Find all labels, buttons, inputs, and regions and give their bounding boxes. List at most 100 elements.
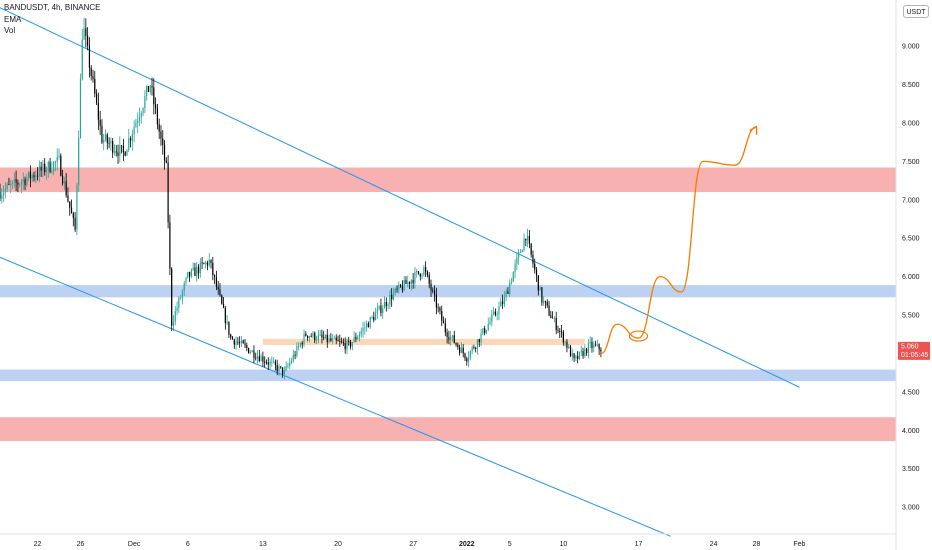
candle-body [412, 280, 414, 284]
candle-body [78, 138, 80, 185]
candle-body [525, 238, 527, 241]
candle-body [591, 341, 593, 348]
indicator-vol-label[interactable]: Vol [4, 26, 16, 35]
candle-body [600, 349, 602, 352]
time-tick-label: 17 [635, 541, 643, 548]
candle-body [315, 339, 318, 341]
candle-body [249, 352, 251, 354]
candle-body [308, 336, 310, 339]
candle-body [163, 144, 166, 161]
candle-body [181, 291, 184, 298]
candle-body [428, 275, 430, 284]
candle-body [90, 67, 92, 76]
projection-layer [600, 125, 758, 355]
candle-body [237, 341, 239, 343]
candle-body [460, 347, 463, 353]
candle-body [205, 262, 207, 264]
last-price-tag: 5.060 01:05:45 [898, 341, 930, 360]
candle-body [110, 141, 112, 144]
candle-body [303, 333, 305, 345]
candle-body [317, 335, 319, 340]
candle-body [165, 160, 167, 163]
candle-body [299, 343, 302, 347]
candle-body [326, 334, 328, 342]
candle-body [8, 184, 10, 185]
candles-layer [0, 17, 602, 380]
candle-body [494, 311, 496, 315]
indicator-ema-label[interactable]: EMA [4, 15, 22, 24]
candle-body [586, 348, 588, 354]
candle-body [154, 104, 157, 109]
candle-body [467, 357, 470, 362]
candle-body [61, 175, 64, 184]
candle-body [387, 304, 389, 307]
candle-body [74, 217, 76, 230]
candle-body [417, 271, 420, 274]
time-axis: 22 26 Dec 6 13 20 27 2022 5 10 17 24 28 Feb [34, 541, 806, 548]
candle-body [117, 152, 119, 156]
candle-body [528, 236, 530, 244]
candle-body [260, 356, 262, 361]
currency-button[interactable]: USDT [903, 5, 929, 18]
candle-body [217, 286, 219, 290]
candle-body [231, 337, 234, 340]
candle-body [140, 113, 142, 118]
candle-body [138, 117, 141, 121]
candle-body [26, 177, 28, 185]
candle-body [396, 288, 398, 290]
candle-body [319, 334, 321, 336]
candle-body [172, 321, 175, 326]
candle-body [44, 163, 46, 173]
candle-body [342, 342, 344, 344]
candle-body [88, 45, 91, 68]
candle-body [151, 85, 153, 88]
candle-body [582, 350, 584, 357]
trendline-lower [0, 256, 671, 537]
candle-body [559, 330, 561, 332]
candle-body [215, 277, 217, 287]
candle-body [160, 131, 162, 139]
candle-body [251, 350, 253, 353]
candle-body [349, 341, 352, 347]
candle-body [274, 361, 277, 365]
candle-body [314, 332, 316, 341]
candle-body [537, 275, 539, 291]
candle-body [523, 238, 525, 251]
candle-body [256, 356, 259, 359]
candle-body [128, 138, 130, 151]
candle-body [380, 305, 382, 314]
price-tick-label: 3.000 [902, 505, 920, 512]
price-tick-label: 4.500 [902, 389, 920, 396]
candle-body [546, 302, 548, 306]
candle-body [369, 317, 371, 328]
candle-body [430, 283, 432, 291]
candle-body [144, 96, 146, 108]
candle-body [398, 284, 400, 290]
candle-body [560, 331, 563, 333]
candle-body [0, 192, 1, 199]
candle-body [500, 301, 502, 307]
time-tick-label: 10 [559, 541, 567, 548]
candle-body [258, 356, 260, 361]
candle-body [348, 340, 350, 342]
candle-body [407, 281, 409, 285]
symbol-label[interactable]: BANDUSDT, 4h, BINANCE [4, 3, 101, 12]
candle-body [67, 195, 69, 202]
candle-body [383, 301, 386, 309]
resistance-zone-0 [0, 167, 896, 193]
candle-body [450, 336, 452, 340]
candle-body [121, 145, 123, 147]
candle-body [6, 184, 8, 189]
candle-body [464, 353, 466, 359]
candle-body [4, 188, 6, 193]
candle-body [553, 317, 556, 319]
candle-body [539, 287, 541, 291]
candle-body [199, 262, 201, 274]
candle-body [453, 335, 455, 343]
candle-body [344, 343, 346, 350]
candle-body [97, 102, 99, 120]
candle-body [478, 339, 480, 343]
time-tick-label: 20 [334, 541, 342, 548]
candle-body [146, 86, 148, 97]
